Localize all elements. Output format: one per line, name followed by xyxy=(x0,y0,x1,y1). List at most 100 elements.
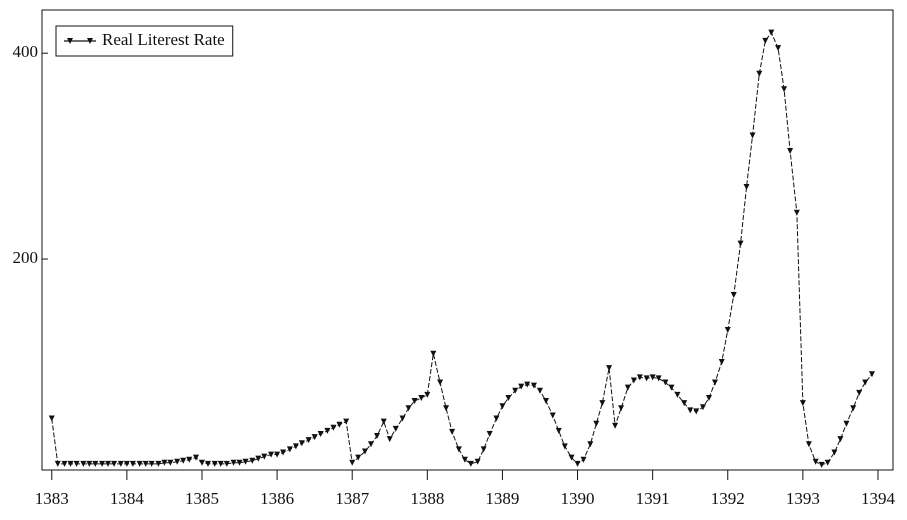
x-tick-label: 1394 xyxy=(861,489,896,508)
data-point xyxy=(687,407,693,413)
data-point xyxy=(424,392,430,398)
x-tick-label: 1385 xyxy=(185,489,219,508)
x-tick-label: 1388 xyxy=(410,489,444,508)
data-point xyxy=(575,461,581,467)
chart: Real Literest Rate 200 400 1383 1384 1385 138… xyxy=(0,0,907,520)
data-point xyxy=(430,351,436,357)
data-point xyxy=(862,380,868,386)
data-point xyxy=(618,405,624,411)
data-point xyxy=(800,400,806,406)
data-point xyxy=(562,443,568,449)
data-point xyxy=(744,184,750,190)
data-point xyxy=(306,437,312,443)
data-point xyxy=(556,428,562,434)
data-point xyxy=(719,359,725,365)
data-point xyxy=(449,429,455,435)
data-point xyxy=(781,86,787,92)
data-point xyxy=(550,412,556,418)
data-point xyxy=(468,461,474,467)
data-point xyxy=(593,421,599,427)
data-point xyxy=(255,456,261,462)
data-point xyxy=(587,441,593,447)
data-point xyxy=(856,390,862,396)
data-point xyxy=(762,38,768,44)
data-point xyxy=(393,426,399,432)
data-point xyxy=(869,371,875,377)
data-point xyxy=(261,454,267,460)
data-point xyxy=(850,405,856,411)
x-tick-label: 1383 xyxy=(35,489,69,508)
data-point xyxy=(768,30,774,36)
data-point xyxy=(299,440,305,446)
legend: Real Literest Rate xyxy=(56,26,233,56)
data-point xyxy=(193,455,199,461)
data-line xyxy=(52,33,872,465)
legend-label: Real Literest Rate xyxy=(102,30,225,49)
data-point xyxy=(481,446,487,452)
data-point xyxy=(381,419,387,425)
data-point xyxy=(287,446,293,452)
data-point xyxy=(499,403,505,409)
data-point xyxy=(813,459,819,465)
data-point xyxy=(387,436,393,442)
data-point xyxy=(49,416,55,422)
x-tick-label: 1386 xyxy=(260,489,294,508)
plot-frame xyxy=(42,10,893,470)
data-point xyxy=(775,45,781,51)
data-point xyxy=(336,422,342,428)
data-point xyxy=(512,388,518,394)
data-point xyxy=(731,292,737,298)
data-point xyxy=(631,377,637,383)
data-point xyxy=(712,380,718,386)
data-point xyxy=(475,459,481,465)
x-tick-label: 1392 xyxy=(711,489,745,508)
data-point xyxy=(794,210,800,216)
data-point xyxy=(487,431,493,437)
data-point xyxy=(268,452,274,458)
data-point xyxy=(406,405,412,411)
data-point xyxy=(312,434,318,440)
data-point xyxy=(843,421,849,427)
data-point xyxy=(612,423,618,429)
data-point xyxy=(825,460,831,466)
data-point xyxy=(293,443,299,449)
data-point xyxy=(606,365,612,371)
data-point xyxy=(437,380,443,386)
data-point xyxy=(280,450,286,456)
x-tick-label: 1387 xyxy=(335,489,370,508)
data-point xyxy=(418,395,424,401)
data-point xyxy=(625,385,631,391)
data-point xyxy=(819,462,825,468)
data-point xyxy=(55,461,61,467)
y-tick-label: 400 xyxy=(13,42,39,61)
data-point xyxy=(349,460,355,466)
data-point xyxy=(456,446,462,452)
data-point xyxy=(725,327,731,333)
x-tick-label: 1390 xyxy=(561,489,595,508)
data-point xyxy=(756,71,762,77)
data-point xyxy=(706,395,712,401)
data-point xyxy=(750,133,756,139)
x-tick-label: 1384 xyxy=(110,489,145,508)
data-point xyxy=(837,436,843,442)
data-point xyxy=(318,431,324,437)
data-point xyxy=(518,384,524,390)
data-point xyxy=(343,419,349,425)
y-tick-label: 200 xyxy=(13,248,39,267)
data-point xyxy=(443,405,449,411)
data-point xyxy=(543,398,549,404)
data-point xyxy=(400,416,406,422)
data-point xyxy=(493,416,499,422)
data-point xyxy=(831,450,837,456)
data-point xyxy=(700,404,706,410)
data-point xyxy=(537,388,543,394)
x-tick-label: 1393 xyxy=(786,489,820,508)
data-point xyxy=(330,425,336,431)
data-point xyxy=(599,400,605,406)
data-point xyxy=(324,428,330,434)
data-point xyxy=(581,457,587,463)
x-tick-label: 1391 xyxy=(636,489,670,508)
data-point xyxy=(462,457,468,463)
data-point xyxy=(787,148,793,154)
data-point xyxy=(738,241,744,247)
